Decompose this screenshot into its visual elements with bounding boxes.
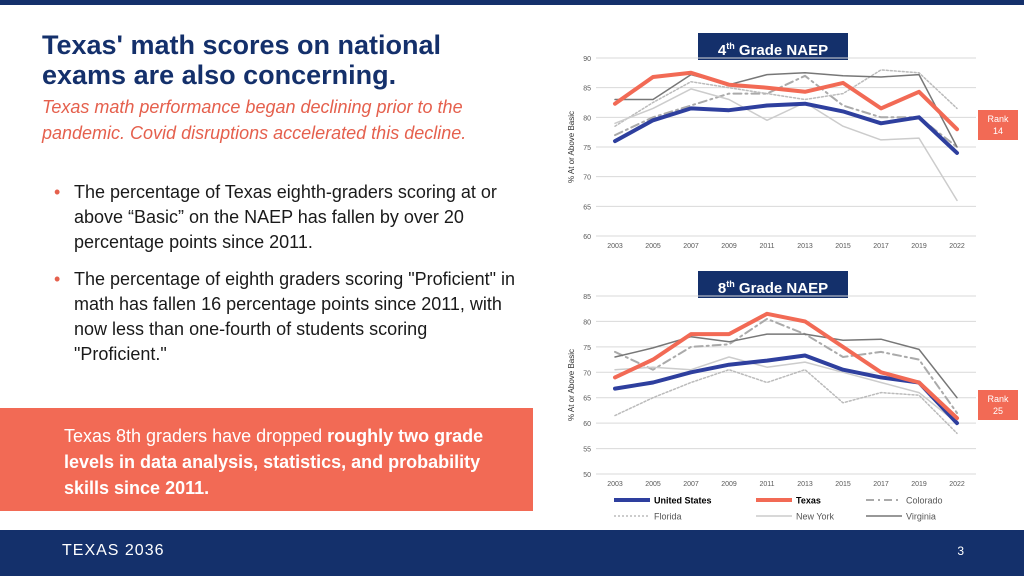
- rank-box-4th: Rank 14: [978, 110, 1018, 140]
- y-tick-label: 70: [583, 175, 591, 182]
- series-line-new-york: [614, 88, 958, 202]
- x-tick-label: 2019: [911, 481, 927, 488]
- chart-4th-title: 4th Grade NAEP: [698, 33, 848, 60]
- callout-text: Texas 8th graders have dropped: [64, 426, 328, 446]
- callout-bold-text: roughly two grade levels in data analysi…: [64, 426, 484, 498]
- texas-2036-logo: TEXAS 2036: [62, 542, 165, 559]
- series-line-colorado: [614, 74, 958, 148]
- top-rule: [0, 0, 1024, 5]
- y-tick-label: 80: [583, 115, 591, 122]
- series-line-new-york: [614, 356, 958, 424]
- rank-box-8th: Rank 25: [978, 390, 1018, 420]
- y-tick-label: 70: [583, 370, 591, 377]
- legend-label: Virginia: [906, 512, 936, 522]
- x-tick-label: 2007: [683, 243, 699, 250]
- legend-label: New York: [796, 512, 835, 522]
- y-tick-label: 55: [583, 447, 591, 454]
- series-line-texas: [613, 70, 959, 132]
- chart-8th-grade: 50 55 60 65 70 75 80 85 2003 2005 2007 2009 2011 2013…: [567, 294, 976, 522]
- slide-title: Texas' math scores on national exams are…: [42, 30, 442, 90]
- bullet-item: • The percentage of Texas eighth-graders …: [54, 180, 520, 255]
- bullet-dot-icon: •: [54, 269, 61, 289]
- y-tick-label: 65: [583, 396, 591, 403]
- y-tick-label: 85: [583, 86, 591, 93]
- footer-bar: TEXAS 2036 3: [0, 530, 1024, 576]
- y-tick-label: 85: [583, 294, 591, 301]
- chart-4th-grade: 60 65 70 75 80 85 90 2003 2005 2007 2009 2011 2013 20…: [567, 56, 976, 250]
- y-tick-label: 60: [583, 234, 591, 241]
- y-axis-label: % At or Above Basic: [567, 111, 576, 183]
- x-tick-label: 2015: [835, 481, 851, 488]
- y-tick-label: 75: [583, 345, 591, 352]
- y-tick-label: 60: [583, 421, 591, 428]
- series-line-florida: [614, 69, 958, 127]
- series-line-virginia: [614, 72, 958, 148]
- x-tick-label: 2013: [797, 481, 813, 488]
- slide-subtitle: Texas math performance began declining p…: [42, 97, 467, 143]
- bullet-dot-icon: •: [54, 182, 61, 202]
- x-tick-label: 2017: [873, 243, 889, 250]
- rank-value: 14: [992, 126, 1003, 136]
- rank-value: 25: [992, 406, 1003, 416]
- x-tick-label: 2007: [683, 481, 699, 488]
- chart-8th-title-num: 8: [717, 280, 727, 297]
- x-tick-label: 2013: [797, 243, 813, 250]
- x-tick-label: 2022: [949, 481, 965, 488]
- x-tick-label: 2009: [721, 243, 737, 250]
- x-tick-label: 2015: [835, 243, 851, 250]
- series-line-united-states: [613, 101, 959, 155]
- bullet-text: The percentage of eighth graders scoring…: [74, 269, 516, 364]
- series-line-florida: [614, 368, 958, 435]
- y-tick-label: 80: [583, 319, 591, 326]
- y-tick-label: 65: [583, 204, 591, 211]
- series-line-texas: [613, 311, 959, 421]
- y-tick-label: 90: [583, 56, 591, 63]
- chart-4th-title-num: 4: [717, 42, 727, 59]
- chart-8th-title-sup: th: [726, 279, 735, 289]
- legend-label: United States: [654, 496, 712, 506]
- legend-label: Colorado: [906, 496, 943, 506]
- x-tick-label: 2019: [911, 243, 927, 250]
- legend-label: Texas: [796, 496, 821, 506]
- x-tick-label: 2022: [949, 243, 965, 250]
- bullet-list: • The percentage of Texas eighth-graders …: [54, 180, 520, 379]
- y-tick-label: 50: [583, 472, 591, 479]
- x-tick-label: 2005: [645, 481, 661, 488]
- x-tick-label: 2011: [759, 481, 774, 488]
- chart-4th-title-sup: th: [726, 41, 735, 51]
- chart-8th-title-rest: Grade NAEP: [734, 280, 829, 297]
- y-tick-label: 75: [583, 145, 591, 152]
- chart-8th-title: 8th Grade NAEP: [698, 271, 848, 298]
- x-tick-label: 2005: [645, 243, 661, 250]
- x-tick-label: 2009: [721, 481, 737, 488]
- series-line-virginia: [614, 333, 958, 399]
- rank-label: Rank: [987, 114, 1009, 124]
- rank-label: Rank: [987, 394, 1009, 404]
- x-tick-label: 2003: [607, 243, 623, 250]
- bullet-item: • The percentage of eighth graders scorin…: [54, 267, 520, 367]
- x-tick-label: 2011: [759, 243, 774, 250]
- chart-4th-title-rest: Grade NAEP: [734, 42, 829, 59]
- series-line-united-states: [613, 353, 959, 426]
- callout-box: Texas 8th graders have dropped roughly t…: [0, 408, 533, 511]
- bullet-text: The percentage of Texas eighth-graders s…: [74, 182, 497, 252]
- legend-label: Florida: [654, 512, 682, 522]
- page-number: 3: [957, 544, 964, 558]
- y-axis-label: % At or Above Basic: [567, 349, 576, 421]
- series-line-colorado: [614, 317, 958, 414]
- x-tick-label: 2017: [873, 481, 889, 488]
- x-tick-label: 2003: [607, 481, 623, 488]
